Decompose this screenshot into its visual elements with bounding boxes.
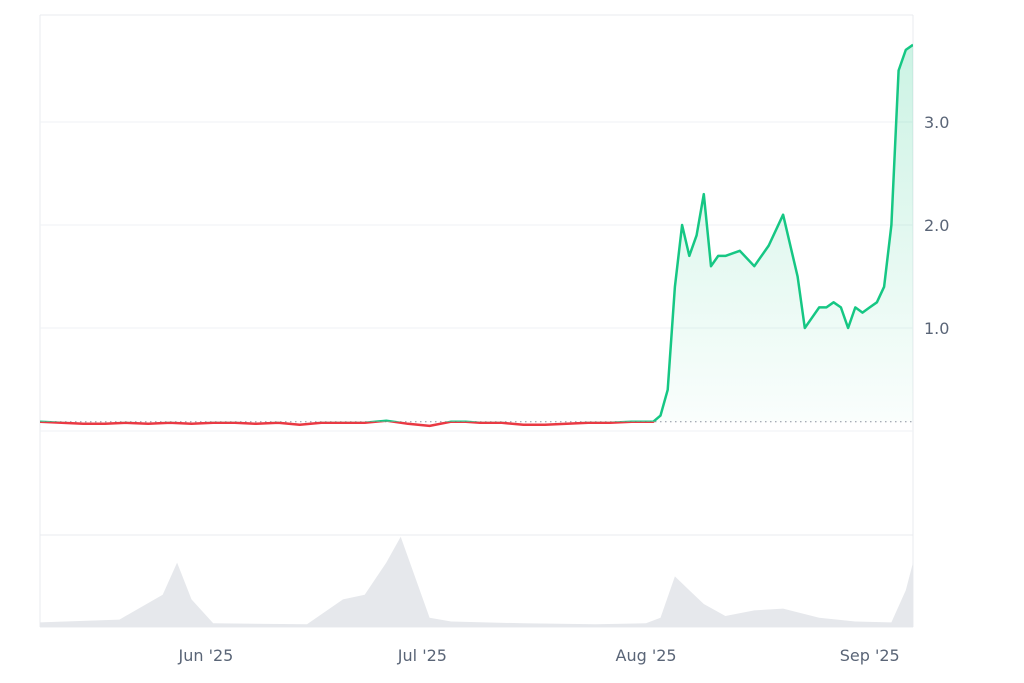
- price-line-below-baseline: [40, 421, 656, 428]
- price-area-fill: [40, 44, 913, 422]
- x-tick-label: Jun '25: [178, 646, 234, 665]
- x-tick-label: Aug '25: [616, 646, 677, 665]
- x-tick-label: Sep '25: [840, 646, 900, 665]
- y-tick-label: 3.0: [924, 113, 949, 132]
- volume-area-group: [40, 536, 913, 627]
- y-axis-labels: 1.0 2.0 3.0: [924, 113, 949, 338]
- x-tick-label: Jul '25: [397, 646, 447, 665]
- volume-area: [40, 536, 913, 627]
- price-line-above-baseline: [40, 43, 913, 422]
- y-tick-label: 2.0: [924, 216, 949, 235]
- y-tick-label: 1.0: [924, 319, 949, 338]
- x-axis-labels: Jun '25 Jul '25 Aug '25 Sep '25: [178, 646, 900, 665]
